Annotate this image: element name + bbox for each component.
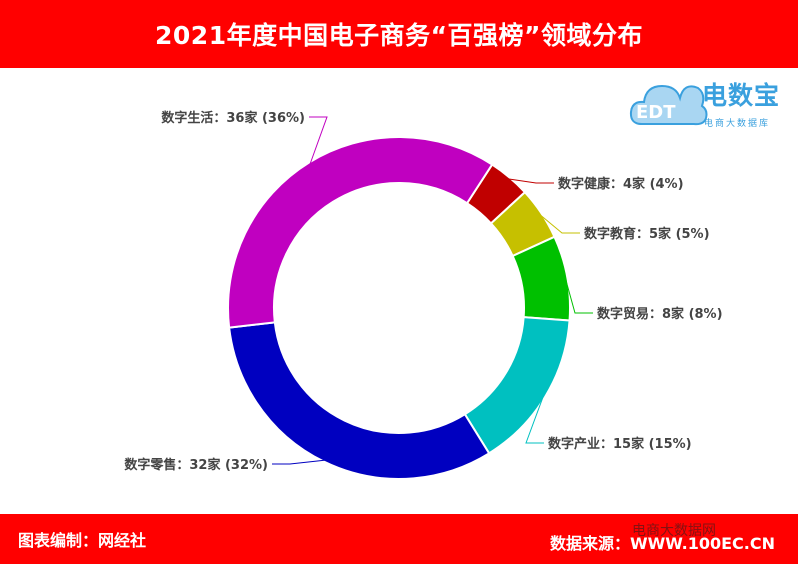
leader-line-3 bbox=[564, 277, 593, 314]
donut-slices bbox=[227, 136, 571, 480]
leader-line-4 bbox=[525, 395, 545, 444]
slice-6 bbox=[227, 136, 494, 329]
chart-title: 2021年度中国电子商务“百强榜”领域分布 bbox=[155, 21, 643, 50]
slice-4 bbox=[463, 316, 571, 455]
logo-subtitle: 电商大数据库 bbox=[704, 119, 771, 129]
leader-line-6 bbox=[309, 116, 328, 165]
data-labels: 数字健康：4家 (4%) 数字教育：5家 (5%) 数字贸易：8家 (8%) 数字产业… bbox=[124, 110, 722, 473]
logo-mark: EDT bbox=[636, 102, 676, 123]
leader-line-5 bbox=[272, 459, 326, 465]
data-label-1: 数字健康：4家 (4%) bbox=[558, 176, 684, 192]
logo-brand: 电数宝 bbox=[702, 81, 781, 110]
cloud-icon bbox=[629, 84, 708, 126]
watermark-text: 电商大数据网 bbox=[632, 523, 716, 539]
footer-source: 数据来源：WWW.100EC.CN bbox=[550, 534, 776, 553]
chart-area: 数字健康：4家 (4%) 数字教育：5家 (5%) 数字贸易：8家 (8%) 数字产业… bbox=[0, 68, 798, 514]
leader-line-2 bbox=[539, 214, 580, 234]
edt-logo: EDT 电数宝 电商大数据库 bbox=[628, 72, 793, 136]
data-label-2: 数字教育：5家 (5%) bbox=[584, 226, 710, 242]
data-label-3: 数字贸易：8家 (8%) bbox=[597, 306, 723, 322]
footer-bar: 图表编制：网经社 数据来源：WWW.100EC.CN bbox=[0, 514, 798, 564]
leader-line-1 bbox=[508, 178, 554, 184]
slice-5 bbox=[228, 321, 491, 480]
data-label-4: 数字产业：15家 (15%) bbox=[548, 436, 692, 452]
leader-lines bbox=[272, 116, 593, 465]
donut-chart: 数字健康：4家 (4%) 数字教育：5家 (5%) 数字贸易：8家 (8%) 数字产业… bbox=[124, 110, 723, 480]
data-label-6: 数字生活：36家 (36%) bbox=[161, 110, 305, 126]
title-bar: 2021年度中国电子商务“百强榜”领域分布 bbox=[0, 0, 798, 68]
data-label-5: 数字零售：32家 (32%) bbox=[124, 457, 268, 473]
footer-credit: 图表编制：网经社 bbox=[18, 531, 147, 550]
